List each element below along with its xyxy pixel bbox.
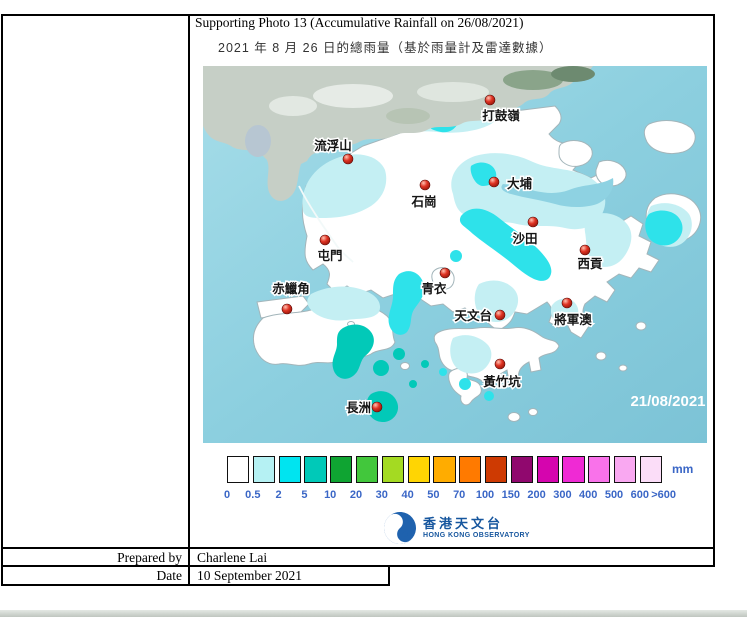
rainfall-legend: 0 0.5 2 5 10 20 30 40 50 70 100 150 200 300 400 500 600 >… (223, 456, 695, 506)
hko-logo-icon (384, 512, 416, 544)
legend-tick-label: 40 (401, 489, 414, 501)
legend-tick-label: 300 (553, 489, 572, 501)
legend-box (304, 456, 327, 483)
map-shenzhen-area (203, 66, 595, 263)
legend-tick-label: 20 (349, 489, 363, 501)
station-dot-lau-fau-shan (342, 153, 354, 165)
table-column-divider (3, 16, 190, 547)
hko-logo-english: HONG KONG OBSERVATORY (423, 531, 530, 539)
rain-patch-teal (332, 324, 429, 422)
legend-tick-label: 400 (579, 489, 598, 501)
bottom-edge-bar (0, 610, 747, 617)
hko-logo-text: 香港天文台 HONG KONG OBSERVATORY (423, 515, 530, 540)
page-subtitle-chinese: 2021 年 8 月 26 日的總雨量（基於雨量計及雷達數據） (218, 41, 553, 55)
legend-end-label: >600 (651, 489, 676, 501)
legend-tick-label: 100 (475, 489, 495, 501)
station-label-chek-lap-kok: 赤鱲角 (272, 281, 310, 296)
hko-logo-chinese: 香港天文台 (423, 515, 504, 531)
legend-box (614, 456, 637, 483)
legend-box (330, 456, 353, 483)
station-label-cheung-chau: 長洲 (346, 400, 371, 415)
station-dot-sha-tin (527, 216, 539, 228)
legend-tick-label: 5 (301, 489, 308, 501)
station-dot-observatory (494, 309, 506, 321)
hko-logo: 香港天文台 HONG KONG OBSERVATORY (383, 509, 530, 547)
station-label-lau-fau-shan: 流浮山 (314, 138, 352, 153)
station-label-ta-kwu-ling: 打鼓嶺 (482, 108, 520, 123)
station-dot-cheung-chau (371, 401, 383, 413)
prepared-by-row: Prepared by Charlene Lai (1, 547, 715, 567)
date-label: Date (3, 567, 190, 584)
legend-box (588, 456, 611, 483)
legend-tick-label: 50 (427, 489, 440, 501)
legend-tick-label: 0 (223, 489, 231, 501)
legend-box (639, 456, 663, 483)
map-land (252, 105, 701, 422)
legend-box (356, 456, 379, 483)
legend-box (485, 456, 508, 483)
station-label-tai-po: 大埔 (507, 176, 533, 191)
station-label-sai-kung: 西貢 (577, 257, 603, 271)
station-dot-tai-po (488, 176, 500, 188)
legend-box (433, 456, 456, 483)
legend-box (510, 456, 534, 483)
legend-box (252, 456, 276, 483)
tolo-harbour (501, 178, 614, 207)
legend-box (562, 456, 585, 483)
legend-tick-label: 0.5 (245, 489, 261, 501)
legend-tick-label: 200 (527, 489, 546, 501)
map-date-overlay: 21/08/2021 (630, 393, 705, 410)
legend-box (536, 456, 559, 483)
legend-box (278, 456, 301, 483)
legend-tick-label: 10 (324, 489, 337, 501)
date-row: Date 10 September 2021 (1, 565, 390, 586)
station-dot-tseung-kwan-o (561, 297, 573, 309)
legend-box (459, 456, 482, 483)
station-dot-ta-kwu-ling (484, 94, 496, 106)
prepared-by-label: Prepared by (3, 549, 190, 565)
station-label-tsing-yi: 青衣 (421, 281, 447, 296)
station-dot-shek-kong (419, 179, 431, 191)
legend-tick-label: 70 (453, 489, 466, 501)
legend-unit-label: mm (672, 462, 694, 476)
station-label-wong-chuk-hang: 黃竹坑 (482, 374, 521, 389)
legend-tick-label: 2 (275, 489, 282, 501)
legend-tick-label: 150 (501, 489, 520, 501)
station-dot-wong-chuk-hang (494, 358, 506, 370)
legend-box (407, 456, 430, 483)
legend-tick-label: 500 (604, 489, 624, 501)
legend-box (381, 456, 405, 483)
station-dot-tsing-yi (439, 267, 451, 279)
legend-box (227, 456, 250, 483)
station-label-shek-kong: 石崗 (410, 194, 436, 209)
station-dot-tuen-mun (319, 234, 331, 246)
legend-tick-label: 30 (375, 489, 388, 501)
bridge-line (298, 185, 354, 263)
station-dot-sai-kung (579, 244, 591, 256)
station-label-tuen-mun: 屯門 (317, 248, 342, 263)
station-dot-chek-lap-kok (281, 303, 293, 315)
rain-patch-cyan (388, 90, 683, 401)
station-label-observatory: 天文台 (454, 308, 492, 323)
legend-tick-label: 600 (630, 489, 649, 501)
station-label-tseung-kwan-o: 將軍澳 (554, 312, 592, 327)
rainfall-map: 打鼓嶺流浮山大埔石崗沙田屯門西貢赤鱲角 青衣 天文台 將軍澳黃竹坑長洲 21/08/2… (203, 66, 707, 443)
prepared-by-value: Charlene Lai (197, 549, 268, 565)
page-title: Supporting Photo 13 (Accumulative Rainfa… (195, 15, 524, 30)
date-value: 10 September 2021 (197, 568, 302, 583)
station-label-sha-tin: 沙田 (512, 232, 537, 246)
